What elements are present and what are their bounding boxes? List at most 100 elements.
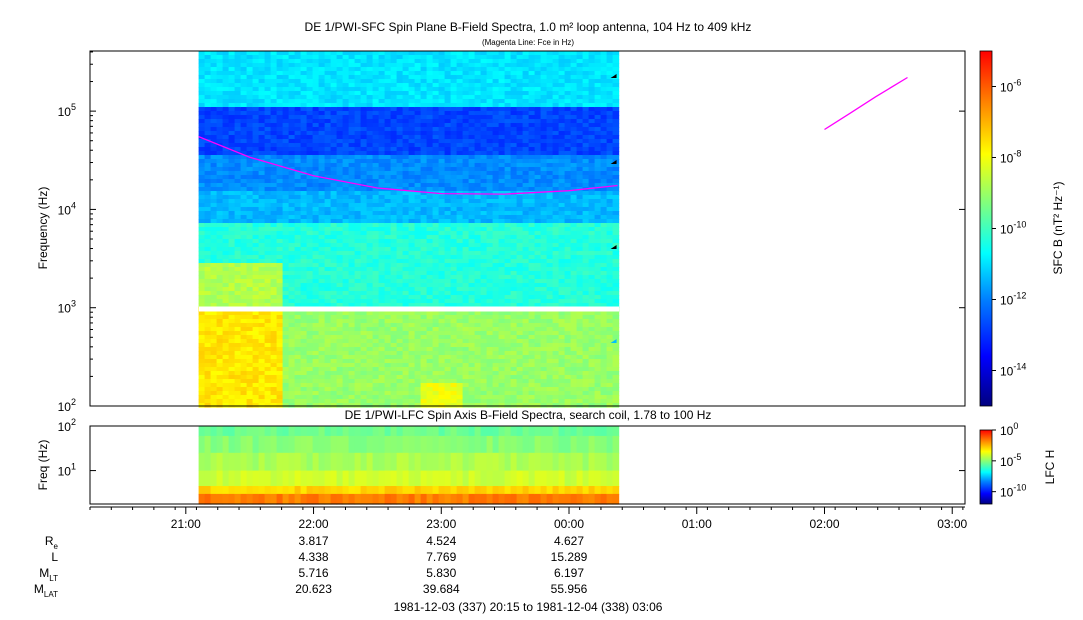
sfc-spectrogram-cell (276, 343, 284, 348)
sfc-spectrogram-cell (444, 287, 452, 292)
sfc-spectrogram-cell (432, 367, 440, 372)
sfc-spectrogram-cell (480, 315, 488, 320)
sfc-spectrogram-cell (252, 299, 260, 304)
sfc-spectrogram-cell (234, 363, 242, 368)
sfc-spectrogram-cell (198, 231, 206, 236)
sfc-spectrogram-cell (366, 267, 374, 272)
sfc-spectrogram-cell (342, 275, 350, 280)
sfc-spectrogram-cell (204, 359, 212, 364)
sfc-spectrogram-cell (402, 287, 410, 292)
sfc-spectrogram-cell (270, 147, 278, 152)
sfc-spectrogram-cell (510, 151, 518, 156)
sfc-spectrogram-cell (324, 371, 332, 376)
sfc-spectrogram-cell (426, 203, 434, 208)
sfc-spectrogram-cell (402, 355, 410, 360)
sfc-spectrogram-cell (414, 171, 422, 176)
sfc-spectrogram-cell (306, 331, 314, 336)
sfc-spectrogram-cell (258, 359, 266, 364)
sfc-spectrogram-cell (426, 195, 434, 200)
sfc-spectrogram-cell (342, 171, 350, 176)
sfc-spectrogram-cell (462, 159, 470, 164)
sfc-spectrogram-cell (522, 259, 530, 264)
sfc-spectrogram-cell (210, 75, 218, 80)
sfc-spectrogram-cell (252, 359, 260, 364)
sfc-spectrogram-cell (276, 107, 284, 112)
sfc-spectrogram-cell (510, 99, 518, 104)
sfc-spectrogram-cell (492, 191, 500, 196)
sfc-spectrogram-cell (282, 167, 290, 172)
sfc-spectrogram-cell (294, 247, 302, 252)
sfc-spectrogram-cell (504, 359, 512, 364)
sfc-spectrogram-cell (330, 135, 338, 140)
sfc-spectrogram-cell (282, 239, 290, 244)
sfc-spectrogram-cell (288, 195, 296, 200)
sfc-spectrogram-cell (198, 91, 206, 96)
sfc-spectrogram-cell (504, 275, 512, 280)
sfc-spectrogram-cell (324, 395, 332, 400)
sfc-spectrogram-cell (486, 163, 494, 168)
sfc-spectrogram-cell (330, 87, 338, 92)
sfc-spectrogram-cell (462, 243, 470, 248)
sfc-spectrogram-cell (504, 255, 512, 260)
sfc-spectrogram-cell (444, 139, 452, 144)
sfc-spectrogram-cell (522, 79, 530, 84)
sfc-spectrogram-cell (384, 295, 392, 300)
sfc-spectrogram-cell (390, 387, 398, 392)
sfc-spectrogram-cell (258, 247, 266, 252)
sfc-spectrogram-cell (240, 211, 248, 216)
sfc-spectrogram-cell (492, 171, 500, 176)
sfc-spectrogram-cell (240, 339, 248, 344)
sfc-spectrogram-cell (390, 227, 398, 232)
sfc-spectrogram-cell (468, 399, 476, 404)
sfc-spectrogram-cell (468, 267, 476, 272)
sfc-spectrogram-cell (330, 399, 338, 404)
sfc-spectrogram-cell (288, 291, 296, 296)
sfc-spectrogram-cell (426, 83, 434, 88)
sfc-spectrogram-cell (324, 243, 332, 248)
sfc-spectrogram-cell (294, 327, 302, 332)
sfc-spectrogram-cell (246, 395, 254, 400)
sfc-spectrogram-cell (228, 219, 236, 224)
sfc-spectrogram-cell (216, 391, 224, 396)
sfc-spectrogram-cell (528, 135, 536, 140)
sfc-spectrogram-cell (516, 259, 524, 264)
sfc-spectrogram-cell (306, 83, 314, 88)
sfc-spectrogram-cell (300, 303, 308, 308)
sfc-spectrogram-cell (504, 207, 512, 212)
sfc-spectrogram-cell (492, 227, 500, 232)
sfc-spectrogram-cell (492, 103, 500, 108)
sfc-spectrogram-cell (366, 91, 374, 96)
sfc-spectrogram-cell (396, 279, 404, 284)
sfc-spectrogram-cell (438, 363, 446, 368)
sfc-spectrogram-cell (462, 327, 470, 332)
sfc-spectrogram-cell (432, 111, 440, 116)
sfc-spectrogram-cell (342, 167, 350, 172)
sfc-spectrogram-cell (348, 167, 356, 172)
sfc-spectrogram-cell (474, 203, 482, 208)
sfc-spectrogram-cell (288, 251, 296, 256)
sfc-spectrogram-cell (432, 123, 440, 128)
sfc-spectrogram-cell (426, 315, 434, 320)
sfc-spectrogram-cell (216, 323, 224, 328)
sfc-spectrogram-cell (336, 135, 344, 140)
sfc-spectrogram-cell (252, 95, 260, 100)
sfc-spectrogram-cell (354, 347, 362, 352)
sfc-spectrogram-cell (522, 159, 530, 164)
sfc-spectrogram-cell (234, 127, 242, 132)
sfc-spectrogram-cell (462, 359, 470, 364)
sfc-spectrogram-cell (282, 75, 290, 80)
sfc-spectrogram-cell (312, 331, 320, 336)
sfc-spectrogram-cell (420, 219, 428, 224)
sfc-spectrogram-cell (318, 255, 326, 260)
sfc-spectrogram-cell (480, 259, 488, 264)
sfc-spectrogram-cell (420, 167, 428, 172)
sfc-spectrogram-cell (378, 315, 386, 320)
sfc-spectrogram-cell (414, 367, 422, 372)
sfc-spectrogram-cell (210, 159, 218, 164)
sfc-spectrogram-cell (528, 67, 536, 72)
sfc-spectrogram-cell (438, 259, 446, 264)
sfc-spectrogram-cell (528, 139, 536, 144)
sfc-spectrogram-cell (372, 399, 380, 404)
sfc-spectrogram-cell (282, 391, 290, 396)
sfc-spectrogram-cell (432, 243, 440, 248)
